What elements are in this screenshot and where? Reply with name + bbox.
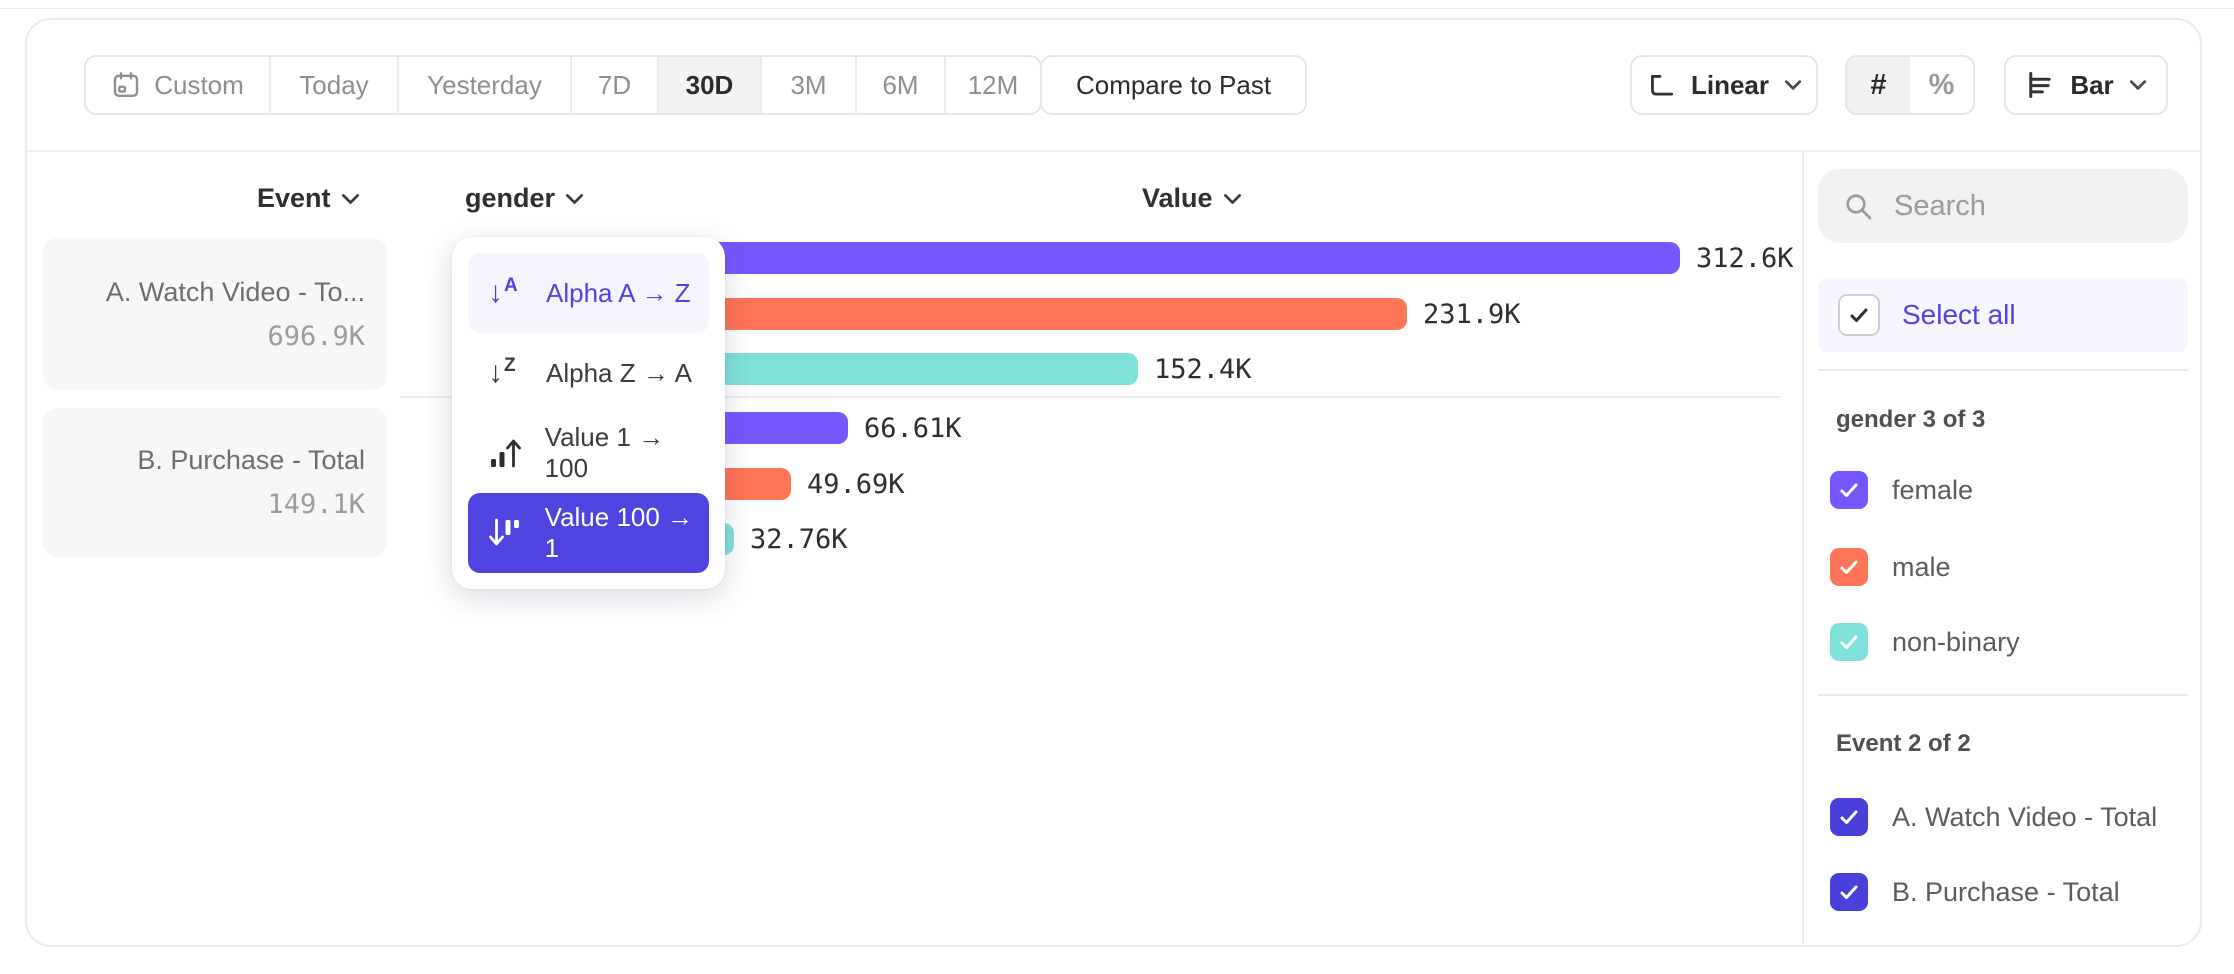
bar-a-male[interactable] [623,298,1407,330]
event-name: B. Purchase - Total [137,445,365,475]
legend-row-female[interactable]: female [1830,471,1973,509]
date-range-yesterday[interactable]: Yesterday [399,57,572,113]
date-range-12m[interactable]: 12M [967,69,1019,100]
chevron-down-icon [1223,193,1242,205]
sort-alpha-desc-icon: ↓ Z [488,355,516,389]
sort-dropdown-menu: ↓ A Alpha A → Z ↓ Z Alpha Z → A Value 1 → … [452,237,725,589]
sort-option-value-desc[interactable]: Value 100 → 1 [468,493,709,573]
legend-row-event-b[interactable]: B. Purchase - Total [1830,873,2120,911]
sidebar-section-divider [1818,694,2188,696]
sidebar-divider [1802,151,1804,945]
select-all-checkbox[interactable] [1838,294,1880,336]
event-card-a[interactable]: A. Watch Video - To... 696.9K [43,238,387,390]
bar-value-label: 231.9K [1423,298,1521,330]
date-range-30d[interactable]: 30D [659,57,762,113]
chevron-down-icon [2129,79,2147,91]
bar-chart-icon [2025,70,2055,100]
chart-type-selector-button[interactable]: Bar [2004,55,2168,115]
sidebar-section-divider [1818,369,2188,371]
date-range-label: Custom [154,69,244,100]
compare-to-past-button[interactable]: Compare to Past [1040,55,1307,115]
breakdown-column-header[interactable]: gender [465,183,584,214]
linear-axis-icon [1646,70,1676,100]
count-mode-button[interactable]: # [1847,57,1910,113]
legend-row-male[interactable]: male [1830,548,1951,586]
breakdown-section-label: gender 3 of 3 [1836,406,1986,433]
legend-row-nonbinary[interactable]: non-binary [1830,623,2020,661]
scale-selector-button[interactable]: Linear [1630,55,1818,115]
sidebar-search[interactable] [1818,169,2188,243]
percent-icon: % [1928,68,1955,101]
bar-value-label: 32.76K [750,523,848,555]
bar-row-a-female: 312.6K [623,242,1794,274]
bar-row-a-male: 231.9K [623,298,1521,330]
male-checkbox[interactable] [1830,548,1868,586]
chart-group-divider [400,396,1780,398]
sort-value-asc-icon [488,436,527,470]
date-range-control: Custom Today Yesterday 7D 30D 3M 6M 12M [84,55,1042,115]
event-name: A. Watch Video - To... [105,276,365,307]
event-a-checkbox[interactable] [1830,798,1868,836]
event-b-checkbox[interactable] [1830,873,1868,911]
select-all-row[interactable]: Select all [1818,278,2188,352]
bar-value-label: 49.69K [807,468,905,500]
sort-option-value-asc[interactable]: Value 1 → 100 [468,413,709,493]
date-range-3m[interactable]: 3M [762,57,857,113]
date-range-today[interactable]: Today [271,57,399,113]
chevron-down-icon [565,193,584,205]
toolbar-divider [27,150,2200,152]
value-column-header[interactable]: Value [1142,183,1242,214]
calendar-icon [111,70,141,100]
search-icon [1842,190,1874,222]
sort-alpha-asc-icon: ↓ A [488,275,518,309]
search-input[interactable] [1892,188,2146,224]
event-total: 696.9K [267,320,365,352]
sort-value-desc-icon [488,516,527,550]
bar-value-label: 152.4K [1154,353,1252,385]
value-mode-toggle: # % [1845,55,1975,115]
page-top-divider [0,8,2234,9]
date-range-6m[interactable]: 6M [857,57,946,113]
chevron-down-icon [1784,79,1802,91]
percent-mode-button[interactable]: % [1910,57,1973,113]
sort-option-alpha-desc[interactable]: ↓ Z Alpha Z → A [488,355,692,389]
event-section-label: Event 2 of 2 [1836,730,1971,757]
hash-icon: # [1870,68,1887,101]
date-range-custom[interactable]: Custom [86,57,271,113]
female-checkbox[interactable] [1830,471,1868,509]
chevron-down-icon [341,193,360,205]
nonbinary-checkbox[interactable] [1830,623,1868,661]
event-card-b[interactable]: B. Purchase - Total 149.1K [43,408,387,557]
legend-row-event-a[interactable]: A. Watch Video - Total [1830,798,2157,836]
bar-value-label: 66.61K [864,412,962,444]
bar-a-female[interactable] [623,242,1680,274]
sort-option-alpha-asc[interactable]: ↓ A Alpha A → Z [468,253,709,333]
bar-value-label: 312.6K [1696,242,1794,274]
date-range-7d[interactable]: 7D [572,57,659,113]
event-total: 149.1K [267,489,365,520]
event-column-header[interactable]: Event [257,183,360,214]
